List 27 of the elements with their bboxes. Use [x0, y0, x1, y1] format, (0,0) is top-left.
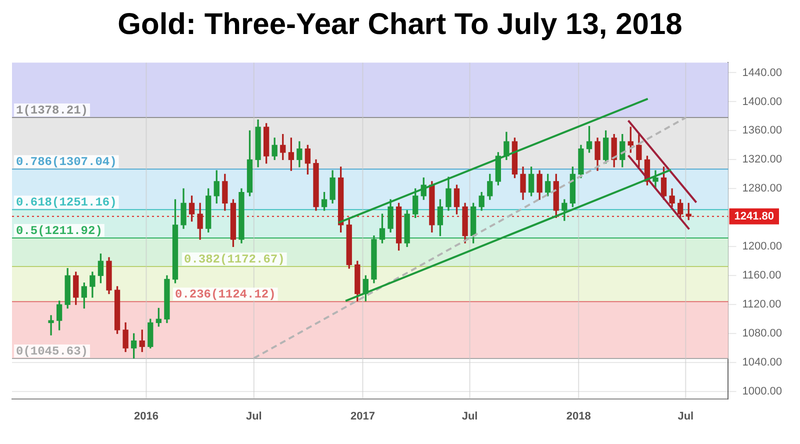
- x-tick-label: 2017: [350, 410, 375, 422]
- y-tick-label: 1360.00: [742, 124, 782, 137]
- y-tick-label: 1160.00: [742, 270, 782, 282]
- y-tick-label: 1040.00: [742, 356, 782, 369]
- y-tick-label: 1280.00: [742, 182, 782, 195]
- x-tick-label: Jul: [678, 410, 694, 422]
- ref-line-label: 0(1045.63): [16, 344, 88, 359]
- ref-line-label: 0.382(1172.67): [184, 252, 285, 266]
- ref-line-label: 0.786(1307.04): [16, 155, 117, 170]
- ref-line-label: 0.5(1211.92): [16, 224, 102, 238]
- y-tick-label: 1080.00: [742, 328, 782, 340]
- x-tick-label: 2016: [134, 410, 158, 422]
- x-tick-label: Jul: [246, 410, 262, 422]
- y-tick-label: 1200.00: [742, 240, 782, 253]
- candlestick: [48, 315, 54, 336]
- y-tick-label: 1440.00: [742, 66, 782, 79]
- ref-line-label: 0.618(1251.16): [16, 196, 117, 210]
- y-tick-label: 1120.00: [742, 298, 782, 311]
- ref-line-label: 0.236(1124.12): [174, 288, 276, 302]
- ref-line-label: 1241.80: [734, 210, 774, 222]
- x-tick-label: 2018: [566, 410, 591, 422]
- x-tick-label: Jul: [462, 410, 478, 422]
- y-tick-label: 1400.00: [742, 96, 782, 108]
- ref-line-label: 1(1378.21): [16, 104, 88, 118]
- y-tick-label: 1000.00: [742, 386, 782, 398]
- chart-title: Gold: Three-Year Chart To July 13, 2018: [116, 8, 684, 42]
- y-tick-label: 1320.00: [742, 154, 782, 166]
